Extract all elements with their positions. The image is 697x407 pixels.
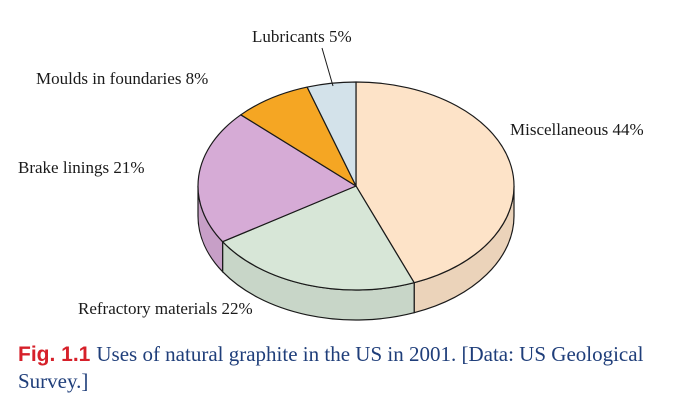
pie-top-faces: [197, 81, 515, 291]
pie-slice-lubricants: [306, 81, 357, 187]
figure-number: Fig. 1.1: [18, 343, 91, 366]
label-miscellaneous: Miscellaneous 44%: [510, 120, 644, 139]
label-lubricants: Lubricants 5%: [252, 27, 352, 46]
pie-slice-brake-linings: [197, 114, 357, 243]
pie-chart: Miscellaneous 44% Refractory materials 22…: [18, 27, 644, 321]
figure-caption: Fig. 1.1 Uses of natural graphite in the …: [18, 341, 683, 395]
caption-text: Uses of natural graphite in the US in 20…: [18, 342, 644, 393]
pie-slice-miscellaneous: [355, 81, 515, 284]
label-brake-linings: Brake linings 21%: [18, 158, 145, 177]
leader-line-lubricants: [321, 47, 334, 87]
pie-slice-refractory-materials: [221, 185, 415, 291]
label-moulds-in-foundaries: Moulds in foundaries 8%: [36, 69, 208, 88]
label-refractory-materials: Refractory materials 22%: [78, 299, 253, 318]
pie-labels: Miscellaneous 44% Refractory materials 22…: [18, 27, 644, 318]
